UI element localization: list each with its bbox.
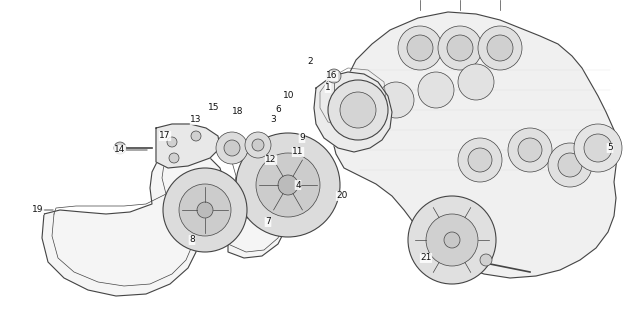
Text: 6: 6 [275,106,281,115]
Circle shape [584,134,612,162]
Circle shape [179,184,231,236]
Text: 11: 11 [292,148,304,156]
Circle shape [167,137,177,147]
Circle shape [224,140,240,156]
Circle shape [458,64,494,100]
Circle shape [216,132,248,164]
Circle shape [169,153,179,163]
Text: 20: 20 [336,191,348,201]
Text: 10: 10 [284,92,295,100]
Text: 9: 9 [299,133,305,142]
Circle shape [252,139,264,151]
Circle shape [256,153,320,217]
Text: 1: 1 [325,84,331,92]
Text: 7: 7 [265,218,271,227]
Circle shape [468,148,492,172]
Circle shape [558,153,582,177]
Text: 14: 14 [115,146,125,155]
Polygon shape [156,124,220,168]
Circle shape [236,133,340,237]
Circle shape [458,138,502,182]
Text: 16: 16 [326,71,338,81]
Circle shape [478,26,522,70]
Text: 4: 4 [295,180,301,189]
Circle shape [408,196,496,284]
Circle shape [487,35,513,61]
Circle shape [245,132,271,158]
Circle shape [398,26,442,70]
Circle shape [574,124,622,172]
Text: 8: 8 [189,236,195,244]
Text: 2: 2 [307,58,313,67]
Text: 13: 13 [190,116,202,124]
Circle shape [378,82,414,118]
Circle shape [278,175,298,195]
Polygon shape [42,150,310,296]
Polygon shape [332,12,618,278]
Circle shape [407,35,433,61]
Text: 19: 19 [32,205,44,214]
Polygon shape [314,72,392,152]
Circle shape [328,80,388,140]
Circle shape [163,168,247,252]
Circle shape [340,92,376,128]
Text: 3: 3 [270,116,276,124]
Circle shape [480,254,492,266]
Text: 18: 18 [232,108,244,116]
Circle shape [426,214,478,266]
Circle shape [444,232,460,248]
Text: 15: 15 [208,103,220,113]
Circle shape [418,72,454,108]
Circle shape [114,142,126,154]
Circle shape [438,26,482,70]
Circle shape [548,143,592,187]
Circle shape [197,202,213,218]
Text: 17: 17 [159,132,171,140]
Text: 12: 12 [266,156,276,164]
Circle shape [508,128,552,172]
Text: 5: 5 [607,143,613,153]
Circle shape [327,69,341,83]
Circle shape [447,35,473,61]
Circle shape [191,131,201,141]
Circle shape [518,138,542,162]
Text: 21: 21 [420,253,432,262]
